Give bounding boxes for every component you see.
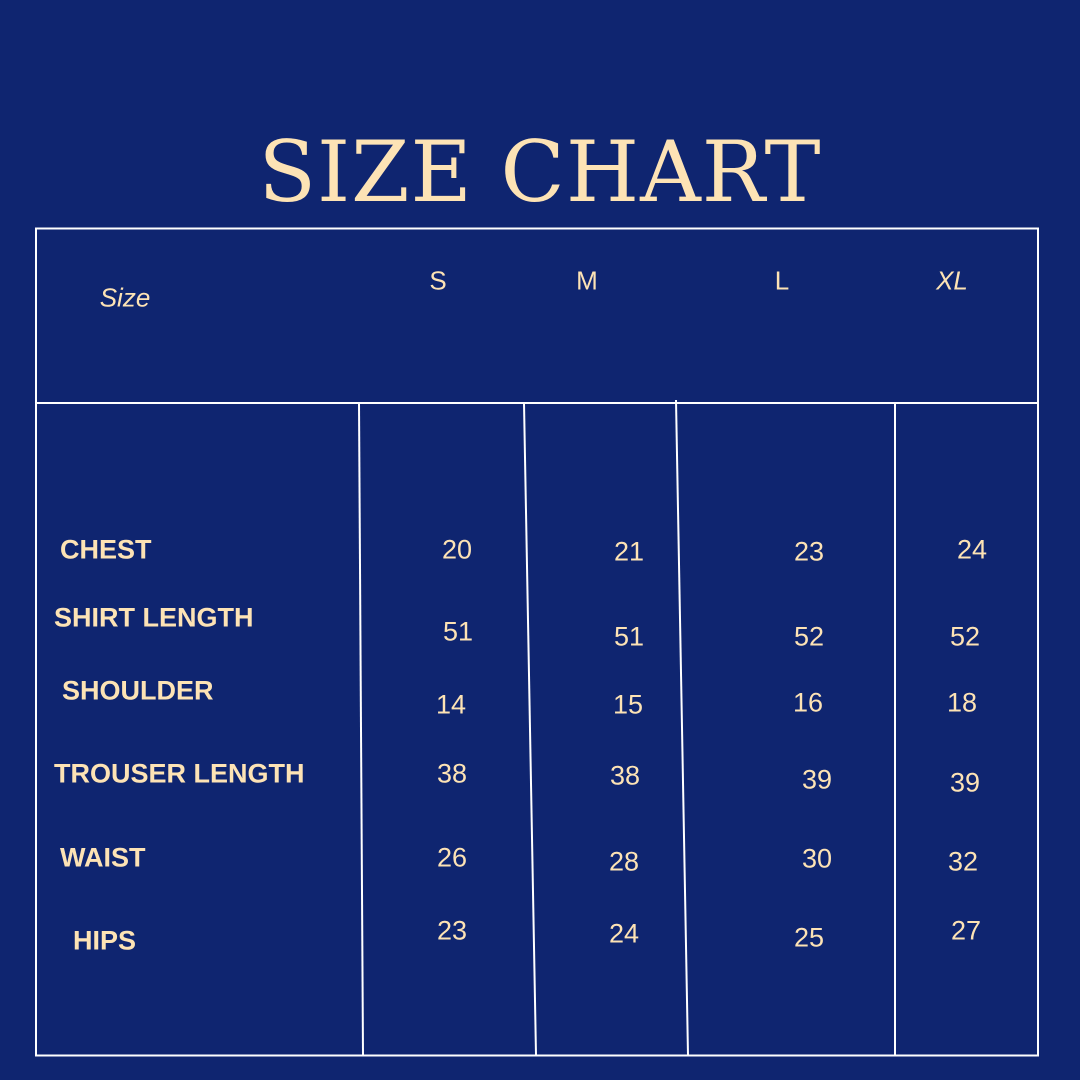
table-cell: 20 — [441, 534, 473, 565]
size-header-s: S — [429, 265, 447, 296]
size-header-label: Size — [99, 282, 151, 313]
size-header-l: L — [774, 265, 790, 296]
table-cell: 21 — [613, 536, 645, 567]
table-cell: 23 — [793, 536, 825, 567]
table-cell: 25 — [793, 922, 825, 953]
table-cell: 16 — [792, 687, 824, 718]
table-cell: 51 — [442, 616, 474, 647]
table-cell: 30 — [801, 843, 833, 874]
row-label: WAIST — [60, 842, 146, 873]
table-cell: 32 — [947, 846, 979, 877]
table-cell: 14 — [435, 689, 467, 720]
table-cell: 51 — [613, 621, 645, 652]
table-cell: 39 — [801, 764, 833, 795]
size-header-xl: XL — [936, 265, 968, 296]
page-title: SIZE CHART — [258, 123, 822, 221]
table-cell: 28 — [608, 846, 640, 877]
row-label: SHOULDER — [62, 675, 214, 706]
column-divider — [523, 402, 537, 1056]
size-header-m: M — [576, 265, 598, 296]
table-cell: 18 — [946, 687, 978, 718]
table-cell: 38 — [436, 758, 468, 789]
table-cell: 26 — [436, 842, 468, 873]
row-label: TROUSER LENGTH — [54, 758, 305, 789]
table-cell: 38 — [609, 760, 641, 791]
column-divider — [675, 399, 689, 1056]
column-divider — [358, 402, 364, 1056]
row-label: HIPS — [73, 925, 137, 956]
table-cell: 24 — [608, 918, 640, 949]
table-cell: 39 — [949, 767, 981, 798]
table-cell: 52 — [793, 621, 825, 652]
table-cell: 27 — [950, 915, 982, 946]
table-border — [35, 227, 1039, 1057]
row-label: CHEST — [60, 534, 152, 565]
table-cell: 24 — [956, 534, 988, 565]
table-cell: 15 — [612, 689, 644, 720]
row-label: SHIRT LENGTH — [54, 602, 254, 633]
table-cell: 23 — [436, 915, 468, 946]
table-cell: 52 — [949, 621, 981, 652]
